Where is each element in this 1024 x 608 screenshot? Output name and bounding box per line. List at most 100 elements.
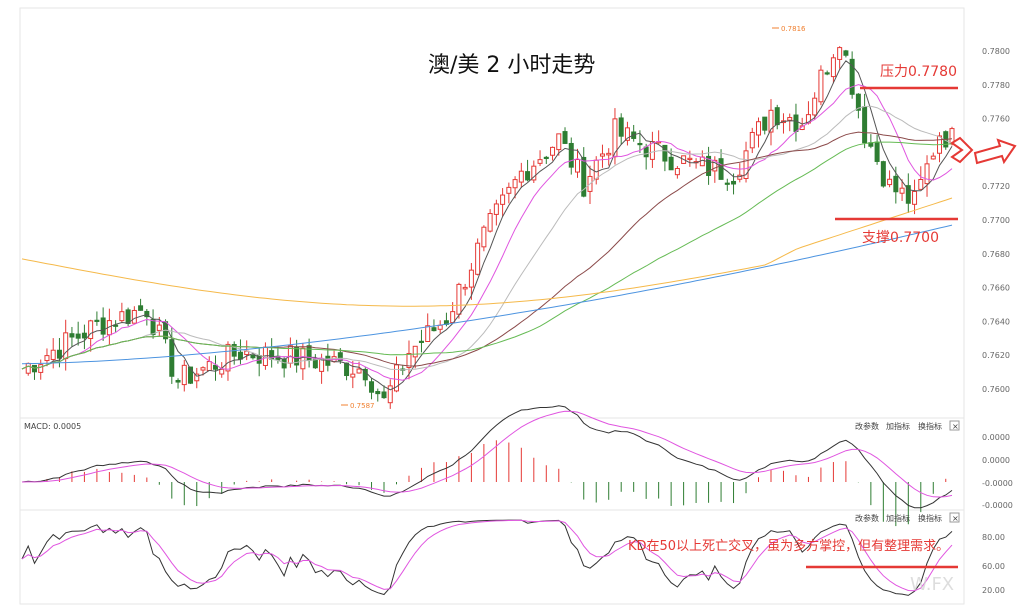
ma-line bbox=[21, 131, 953, 370]
candle-body bbox=[450, 311, 456, 324]
support-label: 支撑0.7700 bbox=[862, 230, 939, 246]
arrow-down-right-icon bbox=[950, 136, 974, 164]
candle-body bbox=[712, 159, 718, 172]
kd-y-tick: 80.00 bbox=[982, 533, 1005, 542]
candle-body bbox=[575, 158, 581, 173]
candle-body bbox=[412, 345, 418, 358]
candle-body bbox=[169, 339, 175, 377]
candle-body bbox=[774, 107, 780, 126]
candle-body bbox=[362, 368, 368, 381]
candle-body bbox=[194, 373, 200, 382]
y-tick-label: 0.7720 bbox=[982, 182, 1010, 191]
candle-body bbox=[475, 242, 481, 275]
candle-body bbox=[731, 180, 737, 185]
candle-body bbox=[81, 332, 87, 339]
y-tick-label: 0.7660 bbox=[982, 284, 1010, 293]
candle-body bbox=[200, 367, 206, 371]
candle-body bbox=[662, 144, 668, 162]
candle-body bbox=[887, 178, 893, 186]
candle-body bbox=[599, 153, 605, 157]
macd-swap-indicator-button[interactable]: 换指标 bbox=[918, 421, 942, 431]
candle-body bbox=[837, 47, 843, 60]
candle-body bbox=[437, 324, 443, 330]
candle-body bbox=[356, 368, 362, 374]
candle-body bbox=[899, 187, 905, 194]
candle-body bbox=[250, 354, 256, 359]
macd-chart-group: 0.0000 0.0000 -0.0000 -0.0000 bbox=[21, 405, 1013, 527]
candle-body bbox=[306, 345, 312, 361]
candle-body bbox=[562, 131, 568, 144]
macd-y-tick: 0.0000 bbox=[982, 433, 1010, 442]
ma250-line bbox=[21, 197, 953, 307]
macd-close-button[interactable] bbox=[949, 420, 960, 431]
ma-line bbox=[21, 105, 953, 371]
candle-body bbox=[138, 305, 144, 311]
macd-dea-line bbox=[21, 410, 953, 498]
watermark: W.FX bbox=[910, 574, 954, 595]
y-tick-label: 0.7640 bbox=[982, 317, 1010, 326]
candle-body bbox=[918, 178, 924, 190]
kd-add-indicator-button[interactable]: 加指标 bbox=[886, 513, 910, 523]
macd-params-button[interactable]: 改参数 bbox=[855, 421, 879, 431]
candle-body bbox=[762, 116, 768, 131]
y-tick-label: 0.7600 bbox=[982, 385, 1010, 394]
candle-body bbox=[56, 349, 62, 359]
candle-body bbox=[643, 146, 649, 158]
candle-body bbox=[300, 347, 306, 370]
candle-body bbox=[50, 349, 56, 360]
macd-add-indicator-button[interactable]: 加指标 bbox=[886, 421, 910, 431]
y-tick-label: 0.7800 bbox=[982, 47, 1010, 56]
candle-body bbox=[156, 324, 162, 331]
candle-body bbox=[618, 117, 624, 137]
candle-body bbox=[369, 381, 375, 393]
candle-body bbox=[718, 158, 724, 180]
main-chart-group: 0.78000.77800.77600.77400.77200.77000.76… bbox=[21, 46, 1010, 409]
candle-body bbox=[38, 364, 44, 373]
candle-body bbox=[487, 213, 493, 232]
candle-body bbox=[912, 190, 918, 205]
candle-body bbox=[525, 171, 531, 181]
candle-body bbox=[855, 93, 861, 111]
candle-body bbox=[69, 333, 75, 338]
candle-body bbox=[319, 358, 325, 372]
y-tick-label: 0.7700 bbox=[982, 216, 1010, 225]
candle-body bbox=[893, 175, 899, 193]
candle-body bbox=[294, 346, 300, 366]
candle-body bbox=[581, 156, 587, 197]
candle-body bbox=[930, 155, 936, 160]
candle-body bbox=[537, 159, 543, 164]
candle-body bbox=[375, 391, 381, 395]
candle-body bbox=[219, 368, 225, 375]
kd-chart-group: 80.00 60.00 20.00 bbox=[21, 519, 1005, 596]
candle-body bbox=[568, 142, 574, 168]
kd-params-button[interactable]: 改参数 bbox=[855, 513, 879, 523]
macd-close-icon: × bbox=[952, 422, 959, 431]
candle-body bbox=[281, 358, 287, 369]
candle-body bbox=[337, 352, 343, 362]
chart-title: 澳/美 2 小时走势 bbox=[428, 53, 595, 78]
macd-dif-line bbox=[21, 405, 953, 509]
candle-body bbox=[668, 156, 674, 171]
low-label: 0.7587 bbox=[350, 402, 375, 410]
candle-body bbox=[843, 50, 849, 56]
candle-body bbox=[181, 364, 187, 386]
candle-body bbox=[743, 150, 749, 180]
ma-line bbox=[21, 60, 953, 391]
y-tick-label: 0.7760 bbox=[982, 115, 1010, 124]
candle-body bbox=[624, 127, 630, 141]
kd-swap-indicator-button[interactable]: 换指标 bbox=[918, 513, 942, 523]
candle-body bbox=[543, 156, 549, 160]
candle-body bbox=[724, 182, 730, 185]
candle-body bbox=[849, 58, 855, 95]
candle-body bbox=[88, 320, 94, 340]
kd-close-button[interactable] bbox=[949, 512, 960, 523]
kd-y-tick: 60.00 bbox=[982, 562, 1005, 571]
candle-body bbox=[94, 319, 100, 322]
candle-body bbox=[119, 311, 125, 322]
candle-body bbox=[593, 159, 599, 180]
candle-body bbox=[737, 174, 743, 180]
ma-line bbox=[21, 84, 953, 381]
kd-panel-border bbox=[19, 509, 965, 605]
